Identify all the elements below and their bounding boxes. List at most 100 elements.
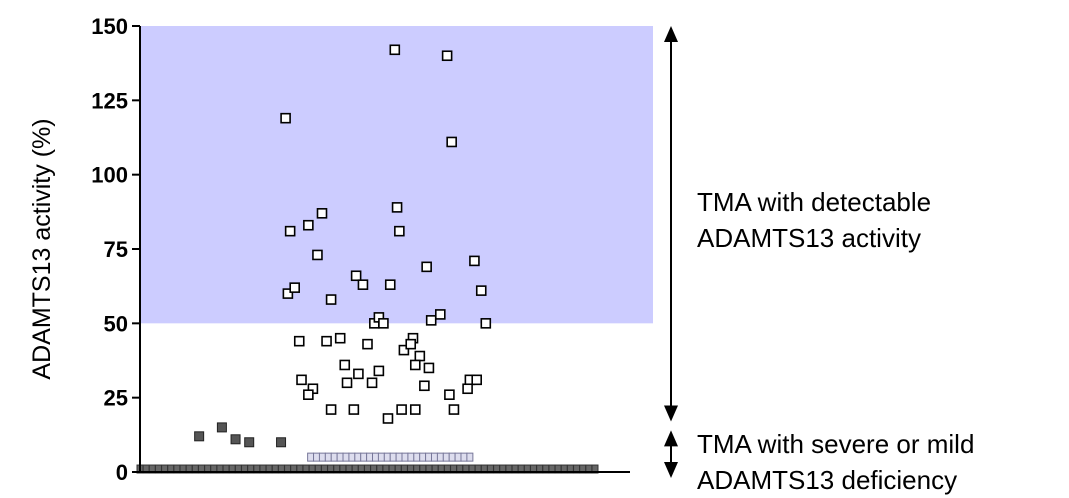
data-point-row-light (360, 452, 368, 462)
data-point-open (325, 404, 337, 415)
data-point-row-light (442, 452, 450, 462)
data-point-open (382, 413, 394, 424)
data-point-open (316, 208, 328, 219)
annotation-detectable: TMA with detectable ADAMTS13 activity (697, 184, 931, 256)
data-point-row-light (372, 452, 380, 462)
data-point-row-light (466, 452, 474, 462)
data-point-open (357, 279, 369, 290)
data-point-row-light (395, 452, 403, 462)
data-point-open (289, 282, 301, 293)
data-point-open (409, 359, 421, 371)
data-point-row-light (454, 452, 462, 462)
data-point-open (341, 377, 353, 389)
shaded-region-detectable (140, 26, 653, 324)
data-point-filled (276, 437, 287, 448)
data-point-open (325, 294, 337, 305)
data-point-row-light (313, 452, 321, 462)
data-point-open (446, 136, 457, 148)
data-point-open (339, 359, 351, 371)
data-point-open (434, 309, 446, 320)
y-tick-label: 0 (116, 460, 128, 485)
data-point-row-light (307, 452, 315, 462)
data-point-row-light (460, 452, 468, 462)
annotation-arrow-head-up (664, 26, 678, 42)
data-point-row-light (330, 452, 338, 462)
data-point-row-light (336, 452, 344, 462)
data-point-open (389, 44, 401, 56)
data-point-open (448, 404, 460, 415)
data-point-open (321, 335, 332, 347)
y-tick-label: 150 (91, 14, 128, 39)
annotation-detectable-line-1: TMA with detectable (697, 187, 932, 217)
data-point-row-light (448, 452, 456, 462)
data-point-row-light (389, 452, 397, 462)
data-point-row-light (436, 452, 444, 462)
y-axis: 0 25 50 75 100 125 150 (91, 14, 140, 485)
data-point-open (444, 389, 455, 400)
data-point-filled (194, 431, 205, 442)
data-point-filled (230, 434, 241, 445)
data-point-open (280, 112, 291, 124)
data-point-open (441, 50, 453, 62)
data-point-open (394, 225, 405, 237)
data-point-open (348, 404, 360, 415)
data-point-open (396, 404, 407, 415)
y-tick-label: 100 (91, 163, 128, 188)
data-point-open (469, 255, 480, 267)
data-point-open (414, 350, 426, 362)
annotation-arrow-head-up (664, 430, 678, 447)
data-point-open (398, 344, 410, 356)
data-point-open (384, 279, 396, 290)
data-point-row-light (377, 452, 385, 462)
data-point-row-light (407, 452, 415, 462)
data-point-open (362, 338, 373, 350)
y-tick-label: 75 (104, 237, 128, 262)
data-point-open (391, 202, 403, 213)
data-point-open (334, 332, 346, 344)
data-point-open (425, 315, 437, 326)
y-tick-label: 25 (104, 386, 128, 411)
data-point-row-filled (591, 464, 599, 474)
data-point-row-light (348, 452, 356, 462)
data-point-open (373, 365, 385, 377)
data-point-open (353, 368, 364, 380)
data-point-row-light (354, 452, 362, 462)
data-marks (136, 44, 599, 474)
data-point-open (296, 374, 307, 386)
annotation-detectable-line-2: ADAMTS13 activity (697, 223, 921, 253)
data-point-row-light (324, 452, 332, 462)
annotation-arrow-head-down (664, 405, 678, 422)
data-point-open (303, 219, 314, 231)
annotation-deficiency-line-1: TMA with severe or mild (697, 429, 975, 459)
data-point-open (462, 383, 473, 395)
data-point-open (409, 404, 421, 415)
data-point-open (423, 362, 435, 374)
data-point-open (419, 380, 430, 392)
y-tick-label: 50 (104, 311, 128, 336)
data-point-open (475, 285, 487, 296)
data-point-open (421, 261, 432, 273)
data-point-open (471, 374, 483, 386)
data-point-open (282, 288, 294, 299)
annotation-arrow-head-down (664, 461, 678, 478)
data-point-open (405, 338, 417, 350)
data-point-open (284, 225, 296, 237)
data-point-open (312, 249, 323, 261)
data-point-row-light (401, 452, 409, 462)
data-point-open (366, 377, 378, 389)
annotation-deficiency-line-2: ADAMTS13 deficiency (697, 465, 958, 495)
annotation-deficiency: TMA with severe or mild ADAMTS13 deficie… (697, 426, 974, 498)
data-point-row-light (430, 452, 438, 462)
data-point-open (480, 318, 492, 329)
data-point-open (303, 389, 314, 400)
y-axis-label: ADAMTS13 activity (%) (28, 118, 56, 379)
data-point-open (350, 270, 362, 282)
data-point-open (378, 318, 389, 329)
y-tick-label: 125 (91, 88, 128, 113)
data-point-filled (216, 422, 227, 433)
data-point-row-light (413, 452, 421, 462)
data-point-row-light (342, 452, 350, 462)
data-point-row-light (419, 452, 427, 462)
annotation-arrows (664, 26, 678, 478)
